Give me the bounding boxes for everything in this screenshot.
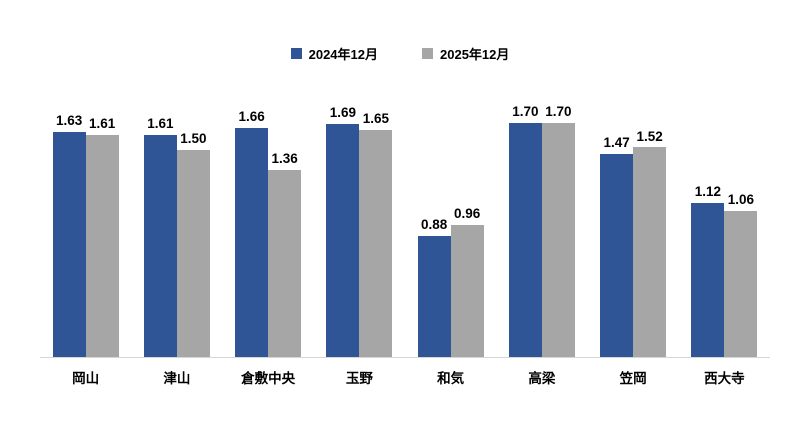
bar-value-label: 1.66 [238,109,265,125]
bar-value-label: 1.65 [362,110,390,126]
bar-value-label: 0.88 [420,216,448,232]
bar [450,224,484,357]
bar-column: 1.61 [85,116,119,357]
bar [508,122,542,357]
bar [541,122,575,357]
bar [633,147,667,357]
bar-column: 1.69 [326,105,360,357]
bar-column: 1.70 [541,103,575,357]
x-axis-category-label: 倉敷中央 [241,371,296,386]
legend-label: 2025年12月 [440,47,510,62]
bar [359,129,393,357]
bar [143,135,177,357]
bar-group: 1.69 1.65 [326,105,393,357]
bar-value-label: 1.36 [271,150,298,166]
bar [417,235,451,357]
bar-value-label: 1.06 [727,191,755,207]
bar [85,135,119,357]
bar-group: 1.47 1.52 [600,128,667,357]
legend-swatch-icon [422,48,433,59]
bar-column: 1.52 [633,128,667,357]
bar-group: 1.66 1.36 [235,109,302,357]
bar-column: 1.63 [52,113,86,357]
bar-value-label: 1.69 [329,105,357,121]
bar-column: 1.12 [691,183,725,357]
bar-column: 1.61 [143,116,177,357]
bar-value-label: 1.52 [636,128,663,144]
x-axis-category-label: 津山 [163,371,191,386]
bar-value-label: 1.61 [88,116,116,132]
bar-column: 1.50 [176,131,210,357]
bar-group: 1.63 1.61 [52,113,119,357]
bar-value-label: 0.96 [453,205,481,221]
bar [176,150,210,357]
x-axis-category-label: 高梁 [528,371,556,386]
bar-value-label: 1.47 [603,135,630,151]
bar-value-label: 1.61 [147,116,174,132]
bar-column: 1.47 [600,135,634,357]
bar-group: 0.88 0.96 [417,205,484,357]
bar-column: 1.66 [235,109,269,357]
bar [724,210,758,357]
bar-group: 1.12 1.06 [691,183,758,357]
x-axis-category-label: 笠岡 [619,371,647,386]
bar-value-label: 1.12 [694,183,722,199]
chart-legend: 2024年12月 2025年12月 [0,44,800,63]
bar-column: 1.36 [268,150,302,357]
plot-area: 1.63 1.61 1.61 1.50 1.66 1.36 1.69 1.65 0.88 0.96… [40,95,770,358]
bar [52,132,86,357]
bar [268,169,302,357]
bar-column: 1.06 [724,191,758,357]
bar [600,154,634,357]
bar-value-label: 1.50 [180,131,207,147]
bar-value-label: 1.70 [545,103,572,119]
x-axis-category-label: 西大寺 [704,371,745,386]
bar [235,128,269,357]
bar [326,124,360,357]
x-axis-category-label: 岡山 [72,371,100,386]
legend-swatch-icon [290,48,302,59]
bar-column: 1.70 [508,103,542,357]
legend-label: 2024年12月 [308,47,378,62]
bar-group: 1.61 1.50 [143,116,210,357]
legend-item: 2025年12月 [422,44,509,63]
bar-value-label: 1.70 [512,103,539,119]
x-axis-category-label: 和気 [437,371,465,386]
x-axis-labels: 岡山 津山 倉敷中央 玉野 和気 高梁 笠岡 西大寺 [40,367,770,387]
x-axis-category-label: 玉野 [345,371,373,386]
bar-column: 0.88 [417,216,451,357]
bar-value-label: 1.63 [55,113,83,129]
bar [691,202,725,357]
bar-column: 1.65 [359,110,393,357]
legend-item: 2024年12月 [290,44,378,63]
bar-column: 0.96 [450,205,484,357]
bar-group: 1.70 1.70 [508,103,575,357]
